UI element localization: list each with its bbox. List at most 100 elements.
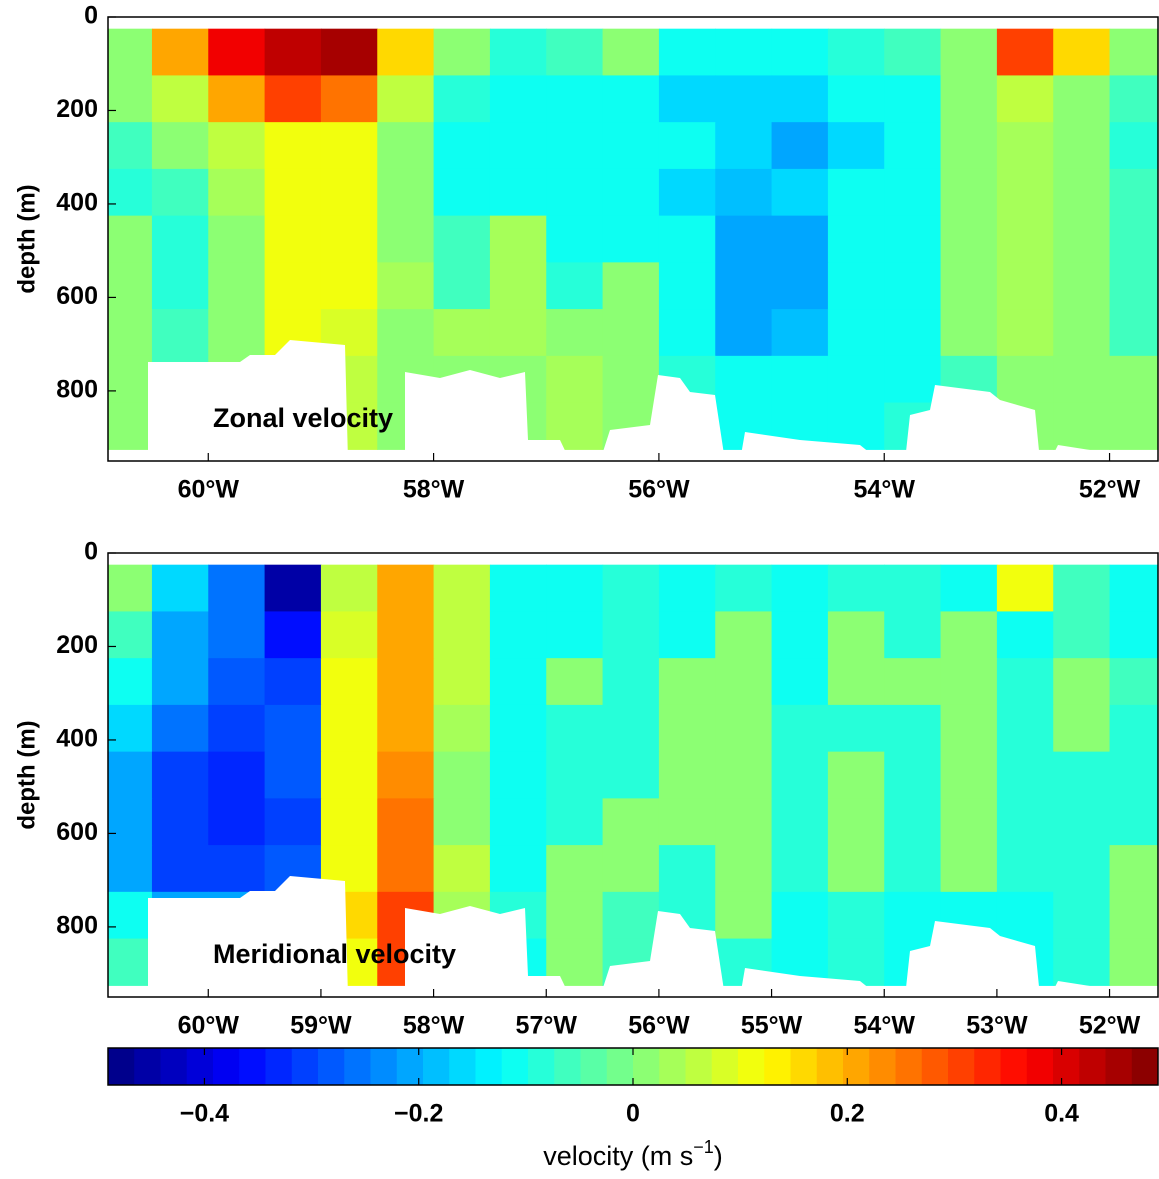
colorbar-swatch bbox=[711, 1048, 739, 1085]
velocity-cell bbox=[208, 704, 266, 753]
y-tick-label: 400 bbox=[56, 189, 98, 217]
velocity-cell bbox=[108, 658, 153, 706]
velocity-cell bbox=[884, 611, 942, 659]
velocity-cell bbox=[827, 658, 885, 706]
velocity-cell bbox=[264, 75, 322, 123]
velocity-cell bbox=[602, 798, 660, 846]
x-tick-label: 56°W bbox=[628, 1012, 690, 1040]
velocity-cell bbox=[264, 704, 322, 753]
velocity-cell bbox=[320, 564, 378, 613]
velocity-cell bbox=[1053, 798, 1111, 846]
velocity-cell bbox=[715, 262, 773, 310]
velocity-cell bbox=[827, 262, 885, 310]
velocity-cell bbox=[546, 798, 604, 846]
velocity-cell bbox=[433, 168, 491, 217]
y-tick-label: 800 bbox=[56, 912, 98, 940]
frame bbox=[107, 16, 1159, 462]
velocity-cell bbox=[320, 122, 378, 170]
colorbar-swatch bbox=[790, 1048, 818, 1085]
velocity-cell bbox=[489, 122, 547, 170]
velocity-cell bbox=[827, 28, 885, 77]
velocity-cell bbox=[602, 309, 660, 357]
velocity-cell bbox=[827, 751, 885, 799]
x-tick-label: 58°W bbox=[403, 476, 465, 504]
velocity-cell bbox=[771, 355, 829, 404]
velocity-cell bbox=[1053, 309, 1111, 357]
velocity-cell bbox=[489, 798, 547, 846]
colorbar-swatch bbox=[291, 1048, 319, 1085]
velocity-cell bbox=[1053, 704, 1111, 753]
velocity-cell bbox=[377, 28, 435, 77]
velocity-cell bbox=[715, 891, 773, 940]
velocity-cell bbox=[546, 75, 604, 123]
frame bbox=[107, 552, 1159, 998]
x-tick-label: 60°W bbox=[178, 1012, 240, 1040]
plot-area bbox=[108, 564, 1158, 997]
colorbar-swatch bbox=[1131, 1048, 1159, 1085]
velocity-cell bbox=[151, 215, 209, 263]
velocity-cell bbox=[1109, 75, 1158, 123]
velocity-cell bbox=[546, 658, 604, 706]
velocity-cell bbox=[1053, 938, 1111, 986]
velocity-cell bbox=[208, 751, 266, 799]
colorbar-swatch bbox=[1079, 1048, 1106, 1085]
velocity-cell bbox=[264, 28, 322, 77]
velocity-cell bbox=[715, 611, 773, 659]
colorbar-label-exponent: −1 bbox=[693, 1137, 714, 1157]
velocity-cell bbox=[108, 262, 153, 310]
velocity-cell bbox=[602, 611, 660, 659]
velocity-cell bbox=[208, 262, 266, 310]
x-tick-label: 53°W bbox=[966, 1012, 1028, 1040]
velocity-cell bbox=[377, 611, 435, 659]
velocity-cell bbox=[151, 751, 209, 799]
velocity-cell bbox=[264, 611, 322, 659]
velocity-cell bbox=[884, 751, 942, 799]
velocity-cell bbox=[208, 309, 266, 357]
velocity-cell bbox=[1109, 564, 1158, 613]
velocity-cell bbox=[1053, 402, 1111, 450]
velocity-cell bbox=[884, 798, 942, 846]
velocity-cell bbox=[1109, 891, 1158, 940]
velocity-cell bbox=[996, 262, 1054, 310]
velocity-cell bbox=[658, 658, 716, 706]
colorbar-swatch bbox=[528, 1048, 555, 1085]
velocity-cell bbox=[264, 122, 322, 170]
colorbar-swatch bbox=[186, 1048, 214, 1085]
velocity-cell bbox=[320, 704, 378, 753]
velocity-cell bbox=[108, 168, 153, 217]
velocity-cell bbox=[771, 309, 829, 357]
velocity-cell bbox=[1109, 122, 1158, 170]
colorbar-label-end: ) bbox=[714, 1141, 723, 1171]
velocity-cell bbox=[151, 168, 209, 217]
velocity-cell bbox=[827, 122, 885, 170]
velocity-cell bbox=[489, 751, 547, 799]
velocity-cell bbox=[1109, 309, 1158, 357]
velocity-cell bbox=[108, 938, 153, 986]
velocity-cell bbox=[771, 75, 829, 123]
velocity-cell bbox=[602, 215, 660, 263]
velocity-cell bbox=[827, 355, 885, 404]
velocity-cell bbox=[715, 845, 773, 893]
velocity-cell bbox=[996, 215, 1054, 263]
velocity-cell bbox=[771, 611, 829, 659]
velocity-cell bbox=[377, 168, 435, 217]
velocity-cell bbox=[771, 891, 829, 940]
velocity-cell bbox=[1109, 938, 1158, 986]
velocity-cell bbox=[489, 168, 547, 217]
velocity-cell bbox=[602, 168, 660, 217]
velocity-cell bbox=[108, 798, 153, 846]
velocity-cell bbox=[1053, 262, 1111, 310]
colorbar-swatch bbox=[1105, 1048, 1133, 1085]
velocity-cell bbox=[151, 262, 209, 310]
velocity-cell bbox=[208, 658, 266, 706]
velocity-cell bbox=[658, 798, 716, 846]
colorbar-swatch bbox=[764, 1048, 791, 1085]
colorbar-swatch bbox=[869, 1048, 896, 1085]
velocity-cell bbox=[433, 564, 491, 613]
velocity-cell bbox=[151, 798, 209, 846]
velocity-cell bbox=[1053, 215, 1111, 263]
velocity-cell bbox=[884, 262, 942, 310]
velocity-cell bbox=[715, 75, 773, 123]
velocity-cell bbox=[433, 309, 491, 357]
velocity-cell bbox=[433, 611, 491, 659]
